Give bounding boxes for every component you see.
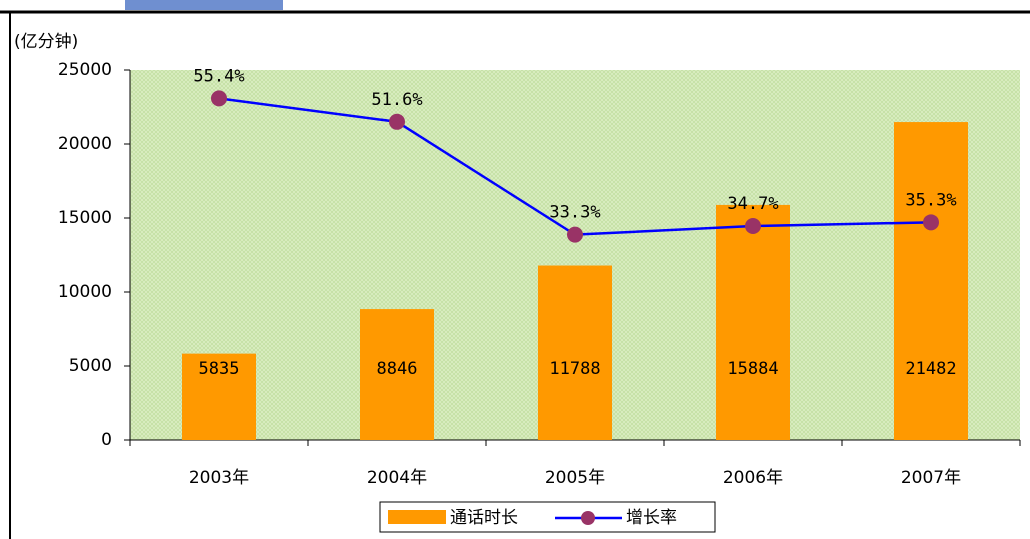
bar	[894, 122, 968, 440]
x-tick-label: 2006年	[723, 468, 783, 488]
y-axis-label: (亿分钟)	[14, 32, 78, 52]
bar-value-label: 21482	[905, 359, 956, 379]
line-value-label: 35.3%	[905, 190, 956, 210]
y-tick-label: 25000	[58, 60, 112, 80]
marker	[567, 226, 583, 243]
legend-marker	[581, 511, 595, 525]
x-tick-label: 2003年	[189, 468, 249, 488]
line-value-label: 34.7%	[727, 194, 778, 214]
y-tick-label: 5000	[69, 356, 112, 376]
bar	[716, 204, 790, 440]
x-tick-label: 2004年	[367, 468, 427, 488]
line-value-label: 33.3%	[549, 203, 600, 223]
y-tick-label: 15000	[58, 208, 112, 228]
marker	[211, 90, 227, 107]
bar-value-label: 11788	[549, 359, 600, 379]
line-value-label: 55.4%	[193, 66, 244, 86]
legend-label: 通话时长	[450, 508, 518, 528]
legend-label: 增长率	[626, 508, 677, 528]
x-tick-label: 2005年	[545, 468, 605, 488]
tab	[125, 0, 283, 10]
bar-value-label: 8846	[377, 359, 418, 379]
bar	[182, 353, 256, 440]
line-value-label: 51.6%	[371, 90, 422, 110]
marker	[389, 113, 405, 130]
bar	[538, 265, 612, 440]
y-tick-label: 0	[101, 430, 112, 450]
marker	[923, 214, 939, 231]
bar-value-label: 5835	[199, 359, 240, 379]
bar-value-label: 15884	[727, 359, 778, 379]
x-tick-label: 2007年	[901, 468, 961, 488]
y-tick-label: 10000	[58, 282, 112, 302]
bar	[360, 309, 434, 440]
legend-swatch	[388, 510, 446, 524]
y-tick-label: 20000	[58, 134, 112, 154]
marker	[745, 218, 761, 235]
